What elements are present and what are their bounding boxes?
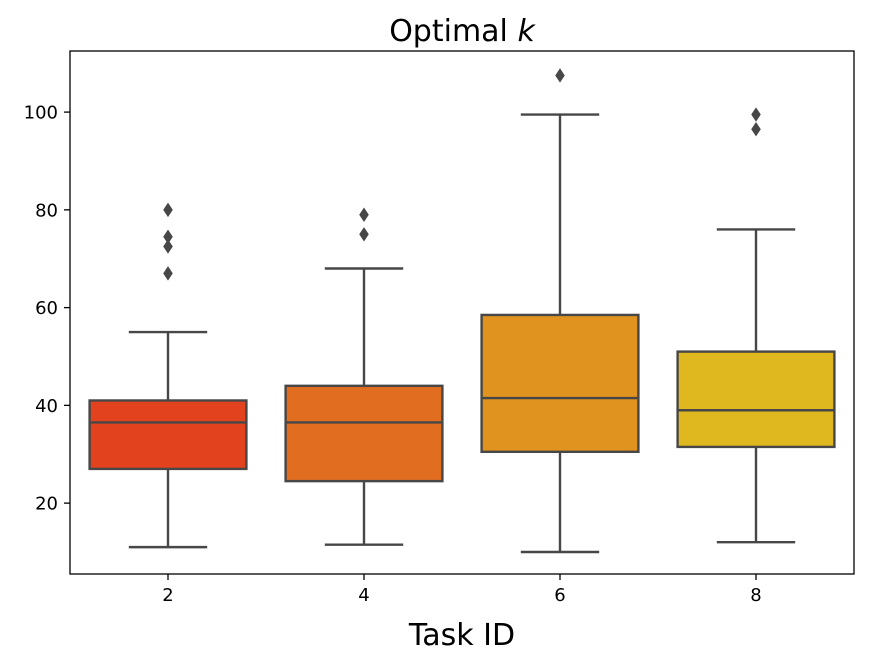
- y-tick-label-60: 60: [35, 298, 58, 319]
- boxes-layer: [88, 68, 836, 554]
- y-tick-label-100: 100: [24, 103, 58, 124]
- iqr-box: [88, 399, 248, 471]
- outlier-point-0: [163, 266, 173, 281]
- x-tick-label-6: 6: [554, 585, 565, 606]
- outlier-point-0: [751, 121, 761, 137]
- y-tick-label-20: 20: [35, 494, 58, 515]
- y-tick-label-80: 80: [35, 200, 58, 221]
- x-axis-label: Task ID: [408, 618, 515, 653]
- x-tick-label-2: 2: [162, 585, 173, 606]
- x-tick-label-8: 8: [750, 585, 761, 606]
- outlier-point-1: [359, 207, 369, 222]
- y-axis: 20 40 60 80 100: [24, 103, 70, 515]
- box-group-task-2: [88, 202, 248, 549]
- x-axis: 2 4 6 8: [162, 574, 762, 606]
- outlier-point-2: [163, 229, 173, 244]
- outlier-point-1: [751, 107, 761, 122]
- outlier-point-0: [359, 227, 369, 242]
- chart-title-variable: k: [517, 14, 536, 49]
- iqr-box: [284, 384, 444, 483]
- outlier-point-0: [555, 68, 565, 83]
- x-tick-label-4: 4: [358, 585, 369, 606]
- chart-title-prefix: Optimal: [389, 14, 508, 49]
- box-group-task-4: [284, 207, 444, 546]
- box-group-task-8: [676, 107, 836, 544]
- chart-title: Optimal k: [389, 14, 536, 49]
- iqr-box: [676, 350, 836, 449]
- iqr-box: [480, 313, 640, 454]
- box-group-task-6: [480, 68, 640, 554]
- outlier-point-1: [163, 239, 173, 254]
- plot-frame: [69, 50, 855, 575]
- outlier-point-3: [163, 202, 173, 218]
- y-tick-label-40: 40: [35, 396, 58, 417]
